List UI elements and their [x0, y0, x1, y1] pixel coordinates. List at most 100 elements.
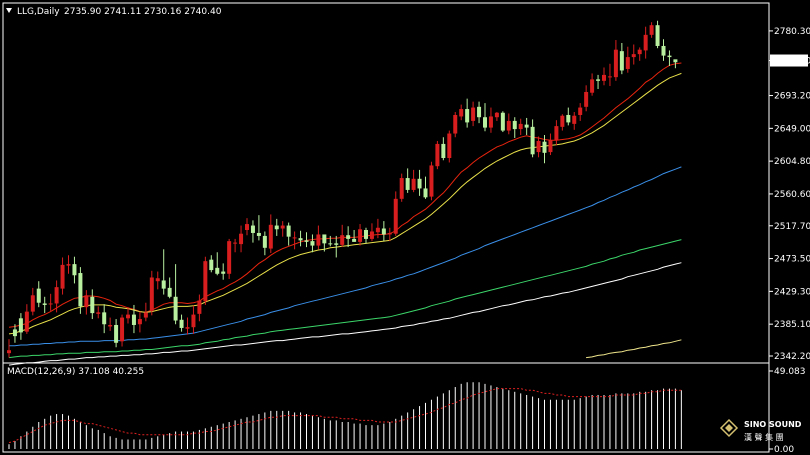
candle-body	[506, 120, 511, 131]
candle	[108, 317, 113, 331]
candle	[453, 112, 458, 138]
candle-body	[471, 107, 476, 121]
candle-body	[131, 314, 136, 325]
symbol-dropdown-icon[interactable]	[6, 8, 12, 13]
price-tick-label: 2649.00	[774, 124, 810, 134]
candle	[369, 223, 374, 242]
candle	[364, 227, 368, 244]
candle	[649, 22, 654, 38]
candle	[381, 221, 386, 242]
candle	[411, 169, 416, 193]
candle-body	[114, 324, 119, 343]
candle-body	[381, 228, 386, 235]
candle	[96, 306, 101, 319]
candle-body	[256, 232, 261, 236]
current-price-box	[770, 54, 808, 67]
candle	[429, 161, 434, 201]
candle-body	[518, 123, 523, 130]
candle	[536, 136, 541, 158]
moving-average-line-2	[8, 72, 682, 335]
candle-body	[173, 296, 178, 321]
candle	[310, 234, 315, 253]
macd-panel	[2, 362, 770, 453]
candle	[24, 304, 29, 334]
macd-tick-label: 49.083	[774, 367, 806, 377]
candle-body	[155, 278, 160, 282]
symbol-label: LLG,Daily	[17, 7, 60, 17]
candle	[584, 85, 589, 112]
candle-body	[465, 109, 470, 123]
macd-histogram	[8, 382, 682, 449]
candle-body	[298, 238, 303, 241]
candle	[358, 224, 363, 246]
candle	[387, 227, 392, 242]
candle	[304, 232, 309, 248]
candle	[215, 252, 220, 276]
candle	[90, 289, 95, 320]
candle-body	[120, 317, 125, 342]
candle	[322, 234, 327, 252]
moving-average-line-6	[586, 339, 682, 359]
macd-signal-path	[8, 388, 682, 444]
candle	[512, 117, 517, 138]
candle	[500, 111, 505, 133]
candle	[667, 50, 672, 67]
candle-body	[673, 59, 678, 63]
candle-body	[36, 288, 41, 303]
candle-body	[524, 124, 529, 128]
candle	[459, 104, 464, 121]
candle	[72, 256, 77, 284]
diamond-logo-icon	[719, 418, 739, 438]
candle	[209, 255, 214, 273]
candle	[590, 73, 595, 96]
candle	[542, 135, 547, 164]
candle	[30, 287, 35, 316]
candle-body	[54, 287, 59, 304]
candle	[346, 226, 351, 248]
candle	[352, 230, 357, 242]
candle-body	[661, 45, 666, 56]
candle	[477, 101, 482, 124]
moving-average-line-4	[8, 239, 682, 359]
candle	[84, 290, 89, 315]
candle-body	[310, 241, 315, 246]
candle-body	[417, 178, 422, 189]
candle-body	[536, 140, 541, 153]
candle-body	[578, 107, 583, 115]
candle-body	[441, 143, 446, 159]
candle-body	[619, 51, 624, 71]
candle-body	[554, 126, 559, 141]
macd-axis: 49.083 0.00	[769, 367, 806, 455]
candle-body	[197, 300, 202, 314]
candle-body	[161, 280, 166, 289]
candle-body	[274, 225, 279, 230]
candle-body	[78, 273, 83, 307]
candle	[102, 304, 107, 334]
candle	[423, 176, 428, 199]
candle	[262, 231, 267, 256]
candle-body	[602, 74, 606, 81]
candle	[161, 249, 166, 295]
moving-average-line-1	[8, 62, 682, 328]
candle	[298, 230, 303, 247]
price-tick-label: 2429.30	[774, 287, 810, 297]
candle-body	[179, 319, 184, 328]
candle-body	[137, 319, 142, 325]
watermark-subtitle: 漢 聲 集 團	[744, 432, 784, 442]
candle-body	[477, 106, 482, 118]
candle	[239, 225, 244, 253]
candle	[560, 114, 565, 131]
candle	[137, 311, 142, 333]
candle	[66, 255, 71, 274]
candle-body	[227, 241, 232, 274]
candle-body	[369, 231, 374, 239]
candle	[673, 59, 678, 69]
candle-body	[494, 112, 499, 118]
candle-body	[346, 235, 351, 239]
candle-body	[584, 91, 589, 107]
candle-body	[435, 143, 440, 167]
price-tick-label: 2473.50	[774, 255, 810, 265]
candle-body	[542, 141, 547, 153]
candle	[447, 130, 452, 163]
